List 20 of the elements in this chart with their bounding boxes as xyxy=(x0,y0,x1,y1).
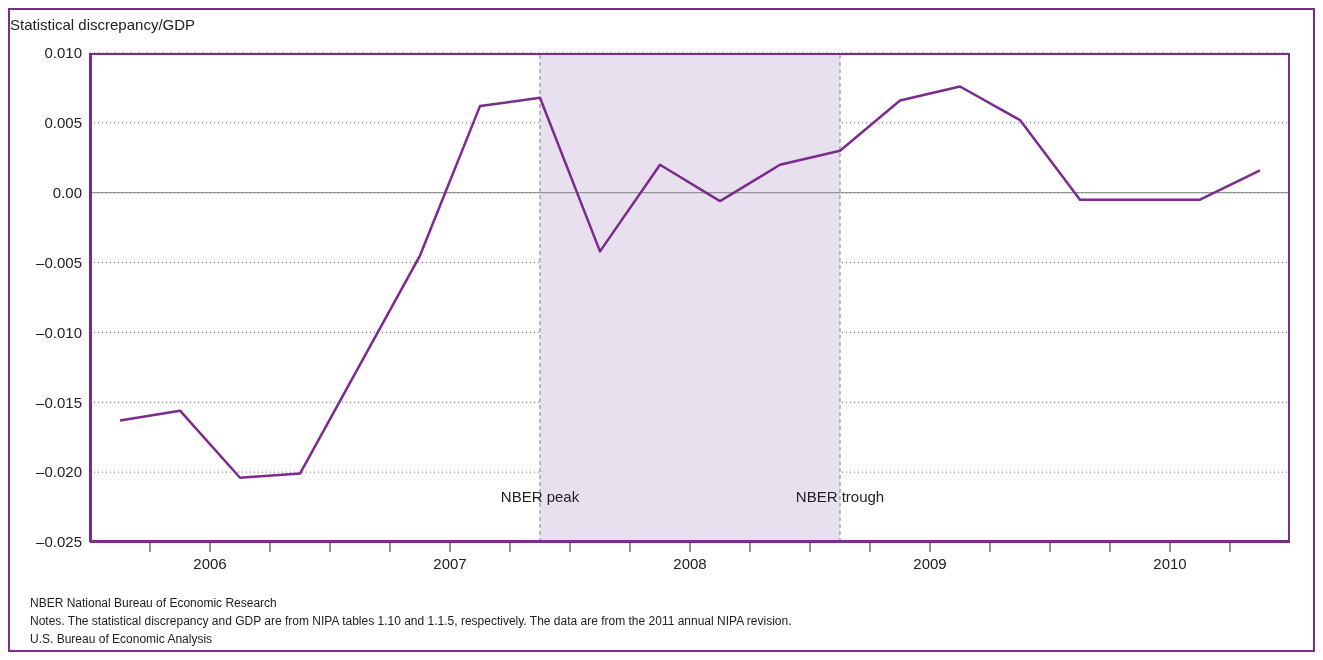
y-tick-label: –0.015 xyxy=(36,393,82,411)
y-tick-label: 0.005 xyxy=(44,114,82,132)
x-tick-label: 2009 xyxy=(913,554,947,572)
y-tick-label: –0.010 xyxy=(36,323,82,341)
x-tick-label: 2008 xyxy=(673,554,707,572)
text: Notes. The statistical discrepancy and GDP are from NIPA tables 1.10 and 1.1.5, respectively. The data are from the 2011 annual NIPA revision. xyxy=(30,613,792,630)
y-tick-label: –0.025 xyxy=(36,533,82,551)
ref-line-label: NBER peak xyxy=(500,488,580,505)
text: U.S. Bureau of Economic Analysis xyxy=(30,631,214,648)
y-axis-title: Statistical discrepancy/GDP xyxy=(10,16,196,33)
line-series xyxy=(118,85,1262,479)
x-tick-label: 2006 xyxy=(193,554,227,572)
x-tick-label: 2010 xyxy=(1153,554,1187,572)
y-tick-label: –0.005 xyxy=(36,253,82,271)
y-tick-label: 0.00 xyxy=(52,184,82,202)
x-tick-label: 2007 xyxy=(433,554,467,572)
ref-line-label: NBER trough xyxy=(795,488,885,505)
y-tick-label: 0.010 xyxy=(44,44,82,62)
text: NBER National Bureau of Economic Research xyxy=(30,595,278,612)
y-tick-label: –0.020 xyxy=(36,463,82,481)
